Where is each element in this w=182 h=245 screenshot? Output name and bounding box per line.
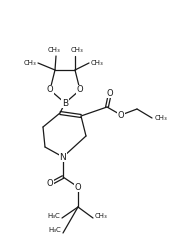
Text: CH₃: CH₃: [71, 47, 83, 53]
Text: O: O: [47, 180, 53, 188]
Text: CH₃: CH₃: [95, 213, 108, 219]
Text: N: N: [60, 152, 66, 161]
Text: O: O: [118, 110, 124, 120]
Text: CH₃: CH₃: [23, 60, 36, 66]
Text: H₃C: H₃C: [48, 227, 61, 233]
Text: O: O: [77, 86, 83, 95]
Text: CH₃: CH₃: [48, 47, 60, 53]
Text: B: B: [62, 98, 68, 108]
Text: O: O: [75, 183, 81, 192]
Text: O: O: [47, 86, 53, 95]
Text: CH₃: CH₃: [155, 115, 168, 121]
Text: CH₃: CH₃: [91, 60, 104, 66]
Text: H₃C: H₃C: [47, 213, 60, 219]
Text: O: O: [107, 88, 113, 98]
